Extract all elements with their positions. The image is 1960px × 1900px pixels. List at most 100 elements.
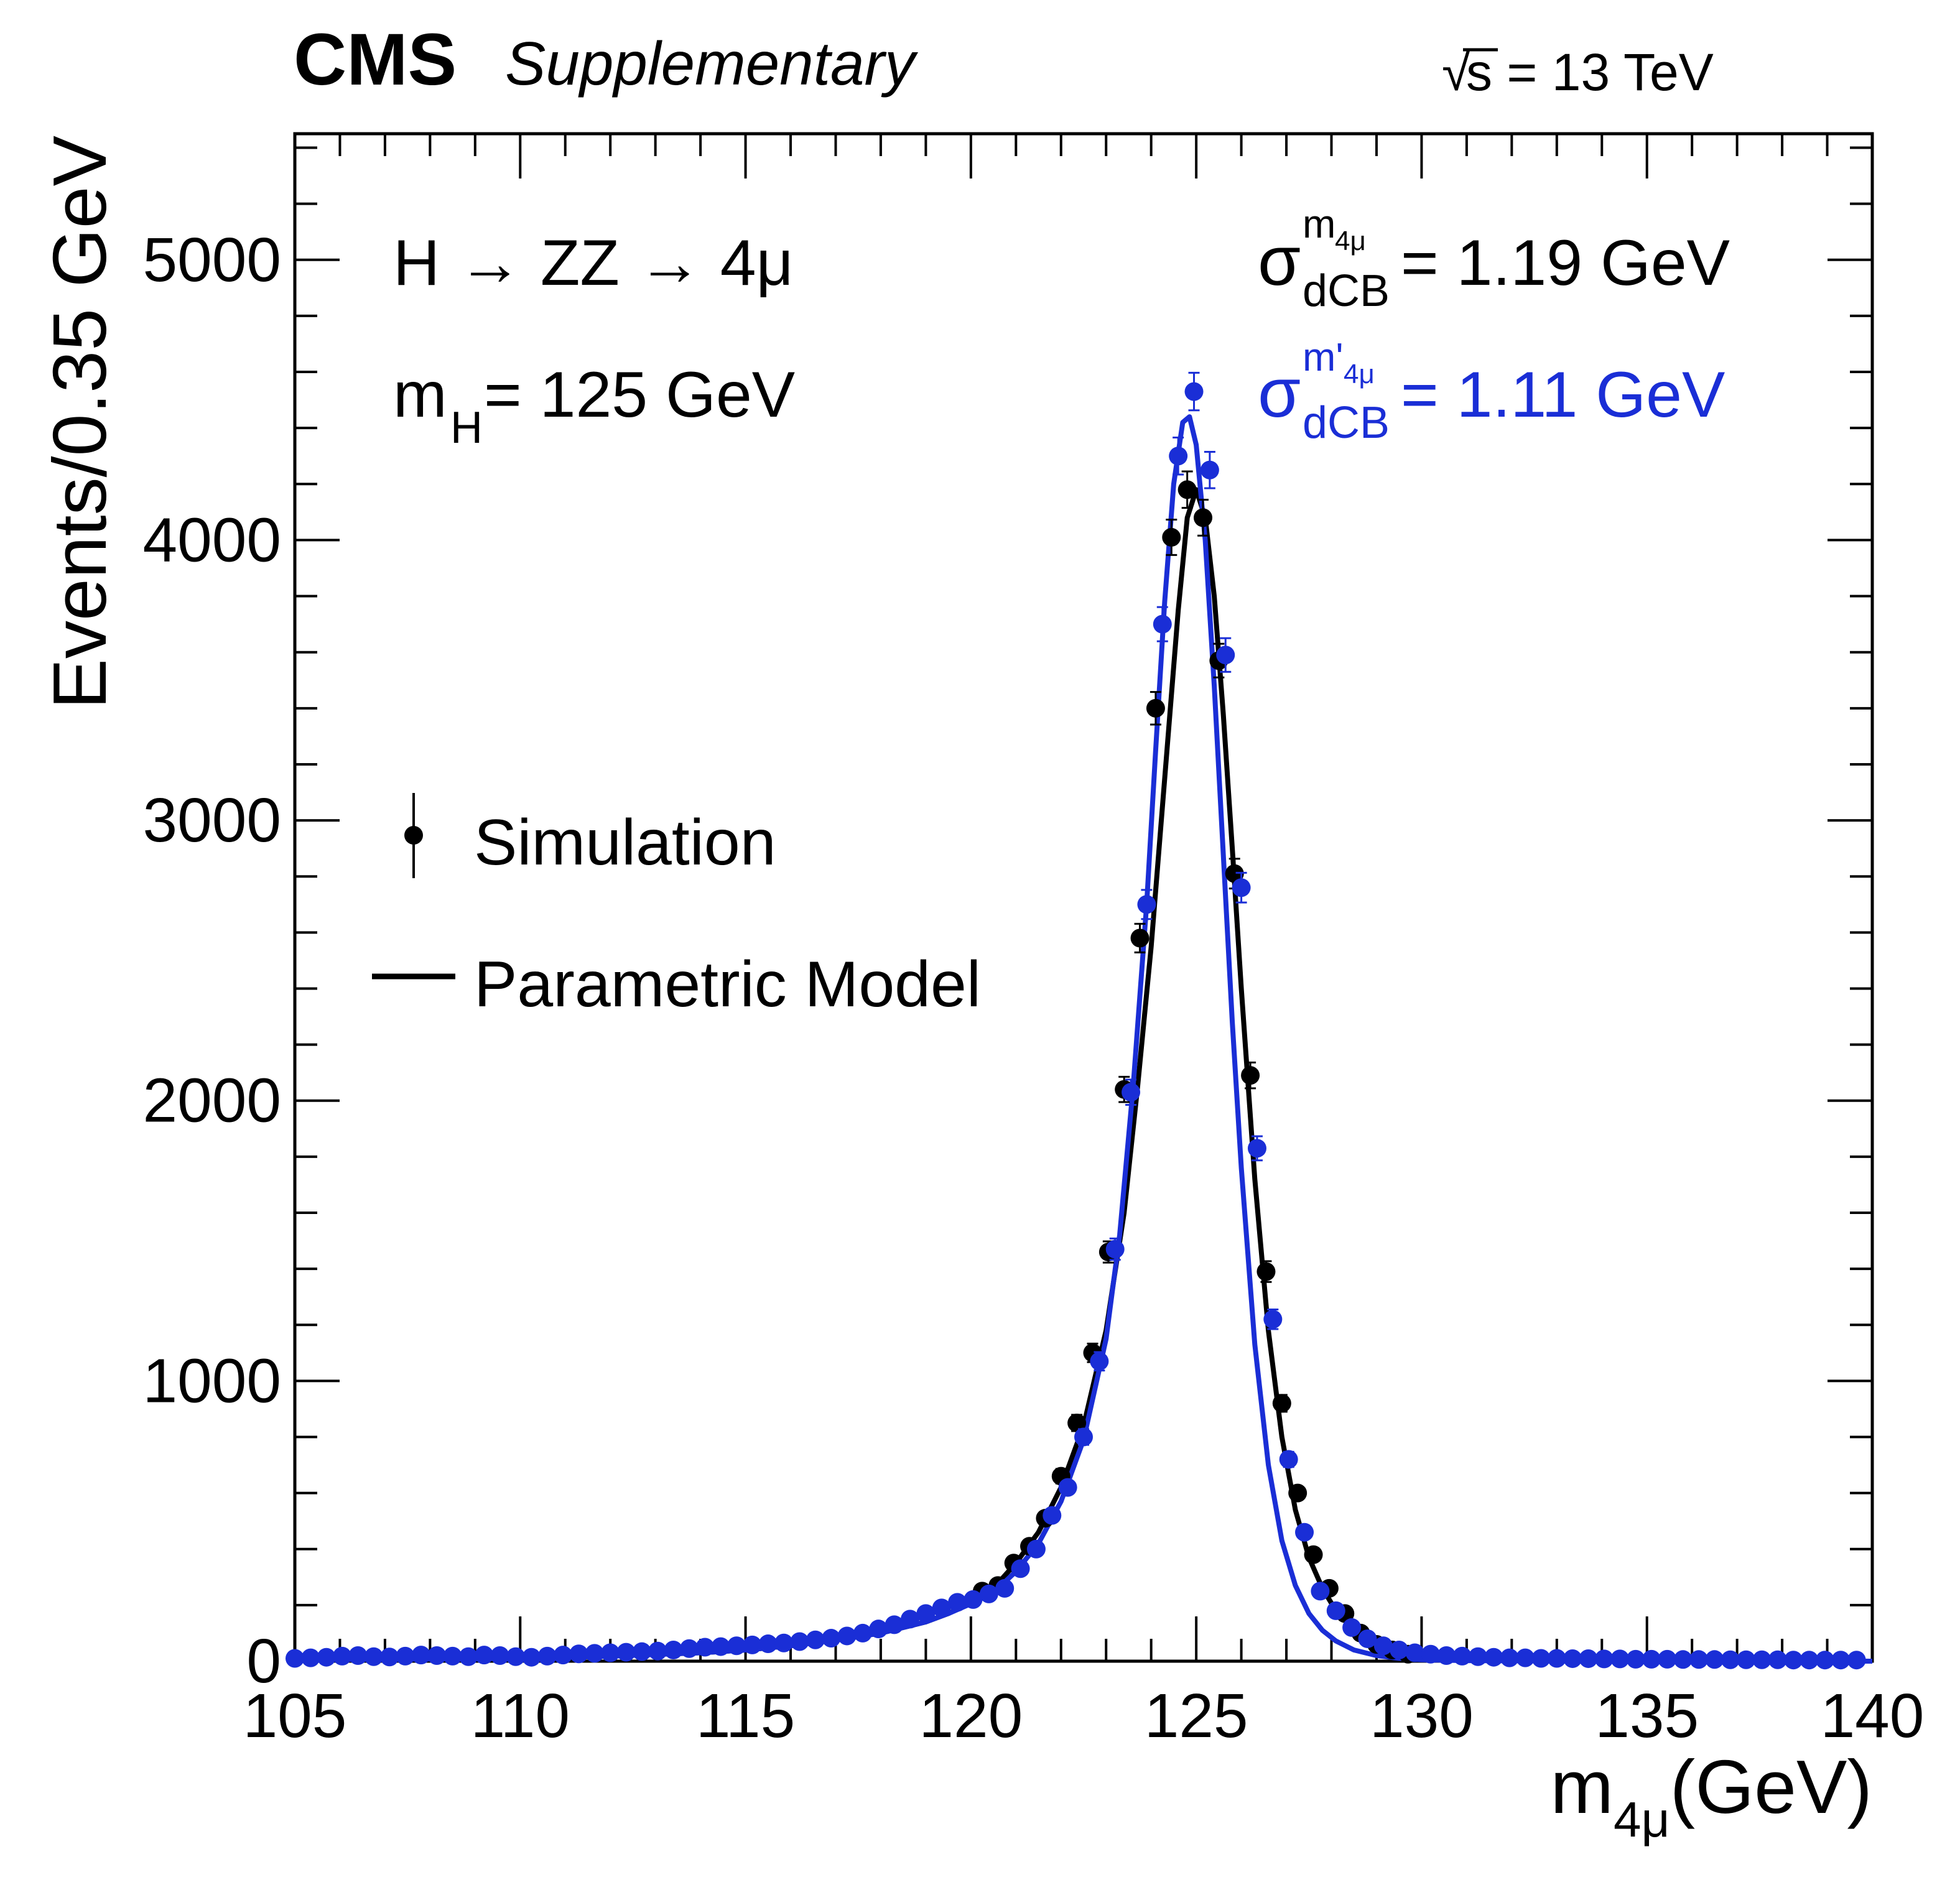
data-point-blue bbox=[537, 1646, 557, 1666]
x-axis-title-sub: 4μ bbox=[1614, 1792, 1670, 1847]
y-tick-label: 1000 bbox=[143, 1346, 281, 1416]
data-point-blue bbox=[916, 1604, 936, 1623]
sigma-blue-value: = 1.11 GeV bbox=[1401, 359, 1725, 431]
data-point-blue bbox=[837, 1626, 857, 1646]
x-tick-label: 130 bbox=[1370, 1681, 1474, 1751]
data-point-blue bbox=[348, 1646, 368, 1665]
legend: Simulation Parametric Model bbox=[372, 793, 981, 1021]
data-point-blue bbox=[1800, 1651, 1819, 1670]
data-point-blue bbox=[1326, 1601, 1345, 1620]
data-point-blue bbox=[1058, 1478, 1077, 1497]
legend-simulation-marker bbox=[404, 826, 423, 845]
legend-simulation-label: Simulation bbox=[474, 807, 776, 879]
data-point-blue bbox=[632, 1642, 651, 1661]
data-point-blue bbox=[1847, 1651, 1866, 1670]
data-point-blue bbox=[490, 1646, 509, 1665]
data-point-blue bbox=[743, 1635, 762, 1654]
data-point-blue bbox=[1122, 1083, 1141, 1102]
data-point-blue bbox=[317, 1647, 336, 1667]
x-tick-label: 105 bbox=[243, 1681, 347, 1751]
data-point-blue bbox=[569, 1644, 588, 1664]
experiment-label: CMS bbox=[294, 19, 457, 101]
data-point-blue bbox=[1721, 1650, 1740, 1669]
data-point-blue bbox=[822, 1629, 841, 1648]
data-point-blue bbox=[1090, 1351, 1109, 1371]
x-tick-label: 110 bbox=[471, 1681, 570, 1751]
data-point-blue bbox=[1232, 878, 1251, 897]
data-point-blue bbox=[411, 1646, 430, 1665]
data-point-blue bbox=[1563, 1649, 1582, 1668]
data-point-black bbox=[1256, 1262, 1276, 1281]
data-point-blue bbox=[1358, 1629, 1377, 1648]
data-point-blue bbox=[1815, 1651, 1834, 1670]
data-point-blue bbox=[522, 1647, 541, 1667]
legend-model-label: Parametric Model bbox=[474, 948, 981, 1021]
data-point-blue bbox=[648, 1641, 667, 1661]
data-point-black bbox=[1177, 480, 1197, 499]
sigma-black-sup-sub: 4μ bbox=[1335, 226, 1366, 256]
data-point-blue bbox=[601, 1643, 620, 1662]
data-point-blue bbox=[1026, 1539, 1046, 1559]
data-point-blue bbox=[727, 1636, 746, 1656]
higgs-mass-symbol: m bbox=[393, 359, 447, 431]
data-point-blue bbox=[948, 1593, 967, 1612]
sigma-blue-sup-sub: 4μ bbox=[1344, 359, 1375, 389]
data-point-blue bbox=[853, 1623, 872, 1643]
data-point-blue bbox=[932, 1598, 951, 1618]
data-point-blue bbox=[1169, 447, 1188, 466]
data-point-blue bbox=[380, 1647, 399, 1667]
data-point-blue bbox=[1752, 1650, 1772, 1669]
data-point-blue bbox=[1626, 1649, 1645, 1669]
data-point-blue bbox=[286, 1649, 304, 1668]
data-point-black bbox=[1162, 527, 1181, 547]
data-point-blue bbox=[396, 1646, 415, 1666]
data-point-black bbox=[1304, 1545, 1323, 1564]
sigma-black-symbol: σ bbox=[1258, 222, 1301, 300]
sigma-black-sup: m bbox=[1303, 202, 1335, 246]
data-point-blue bbox=[458, 1647, 478, 1666]
sigma-black-sub: dCB bbox=[1303, 266, 1390, 316]
data-point-blue bbox=[1311, 1582, 1330, 1601]
sigma-black-label: σ m 4μ dCB = 1.19 GeV bbox=[1258, 202, 1730, 316]
tick-labels: 105 110 115 120 125 130 135 140 0 1000 2000 3000 400… bbox=[143, 225, 1925, 1751]
data-point-black bbox=[1146, 698, 1165, 718]
data-point-blue bbox=[664, 1640, 683, 1659]
data-point-blue bbox=[680, 1639, 699, 1658]
data-points bbox=[286, 371, 1866, 1670]
data-point-blue bbox=[1784, 1651, 1803, 1670]
data-point-black bbox=[1194, 508, 1213, 527]
data-point-black bbox=[1241, 1066, 1260, 1085]
data-point-blue bbox=[554, 1646, 573, 1665]
data-point-blue bbox=[1279, 1450, 1298, 1469]
x-tick-label: 125 bbox=[1145, 1681, 1248, 1751]
y-tick-label: 3000 bbox=[143, 785, 281, 855]
x-axis-title-unit: (GeV) bbox=[1670, 1745, 1872, 1829]
data-point-blue bbox=[1658, 1649, 1677, 1669]
sigma-blue-label: σ m' 4μ dCB = 1.11 GeV bbox=[1258, 335, 1725, 448]
data-point-blue bbox=[1689, 1650, 1709, 1669]
data-point-blue bbox=[1390, 1640, 1409, 1659]
data-point-blue bbox=[1705, 1650, 1724, 1669]
data-point-blue bbox=[1768, 1650, 1787, 1669]
sigma-blue-sub: dCB bbox=[1303, 398, 1390, 448]
data-point-blue bbox=[790, 1632, 809, 1651]
data-point-blue bbox=[1642, 1649, 1661, 1669]
data-point-blue bbox=[585, 1644, 604, 1663]
data-point-blue bbox=[1452, 1646, 1472, 1666]
y-tick-label: 0 bbox=[246, 1626, 281, 1696]
sigma-black-value: = 1.19 GeV bbox=[1401, 227, 1730, 299]
data-point-blue bbox=[301, 1648, 320, 1667]
data-point-blue bbox=[979, 1584, 998, 1603]
data-point-blue bbox=[333, 1646, 352, 1666]
data-point-blue bbox=[1469, 1647, 1487, 1666]
data-point-blue bbox=[364, 1647, 383, 1666]
plot-frame bbox=[293, 132, 1874, 1663]
higgs-mass-subscript: H bbox=[450, 403, 483, 453]
data-point-blue bbox=[1531, 1649, 1551, 1668]
sigma-blue-symbol: σ bbox=[1258, 354, 1301, 432]
data-point-blue bbox=[1184, 382, 1204, 401]
data-point-blue bbox=[1074, 1427, 1093, 1447]
data-point-blue bbox=[1500, 1648, 1519, 1667]
data-point-blue bbox=[1610, 1649, 1630, 1669]
data-point-blue bbox=[1673, 1650, 1693, 1669]
